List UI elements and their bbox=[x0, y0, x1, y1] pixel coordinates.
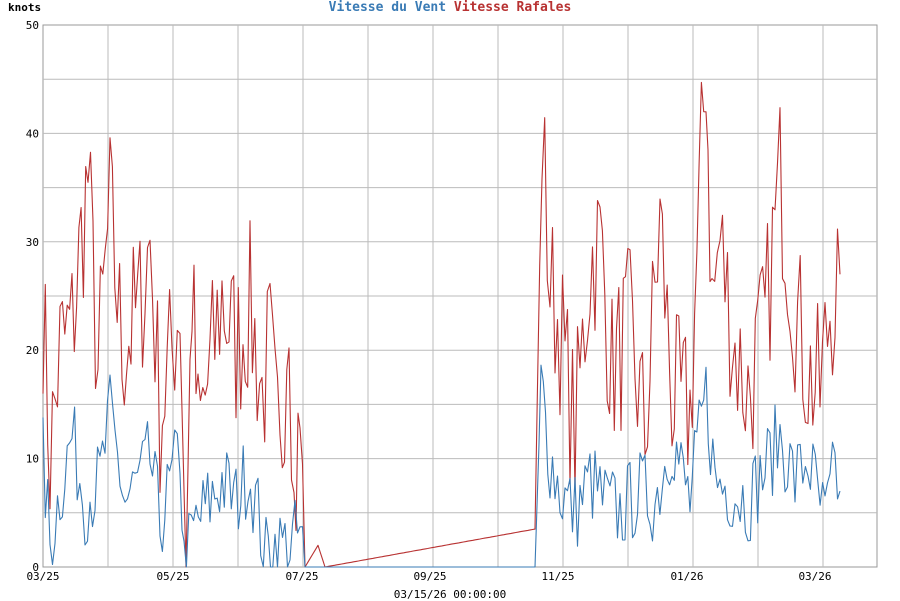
x-tick-label: 03/25 bbox=[26, 570, 59, 583]
legend-series-gusts: Vitesse Rafales bbox=[453, 0, 572, 15]
legend-series-wind: Vitesse du Vent bbox=[328, 0, 447, 15]
y-tick-label: 30 bbox=[26, 236, 39, 249]
x-tick-label: 05/25 bbox=[156, 570, 189, 583]
x-tick-label: 11/25 bbox=[541, 570, 574, 583]
x-tick-label: 09/25 bbox=[413, 570, 446, 583]
gust-series-line bbox=[42, 81, 841, 568]
legend: Vitesse du Vent Vitesse Rafales bbox=[0, 0, 900, 15]
x-tick-label: 07/25 bbox=[285, 570, 318, 583]
y-tick-label: 40 bbox=[26, 127, 39, 140]
y-tick-label: 50 bbox=[26, 19, 39, 32]
x-tick-label: 03/26 bbox=[798, 570, 831, 583]
x-axis-timestamp: 03/15/26 00:00:00 bbox=[393, 588, 507, 601]
y-tick-label: 20 bbox=[26, 344, 39, 357]
wind-series-line bbox=[42, 364, 841, 568]
x-tick-label: 01/26 bbox=[670, 570, 703, 583]
y-axis-label: knots bbox=[8, 1, 42, 14]
y-tick-label: 10 bbox=[26, 453, 39, 466]
y-tick-label: 0 bbox=[32, 561, 39, 574]
